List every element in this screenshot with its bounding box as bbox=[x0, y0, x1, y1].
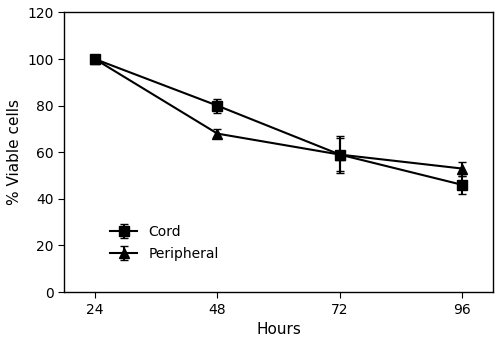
Legend: Cord, Peripheral: Cord, Peripheral bbox=[106, 221, 223, 265]
Y-axis label: % Viable cells: % Viable cells bbox=[7, 99, 22, 205]
X-axis label: Hours: Hours bbox=[256, 322, 301, 337]
